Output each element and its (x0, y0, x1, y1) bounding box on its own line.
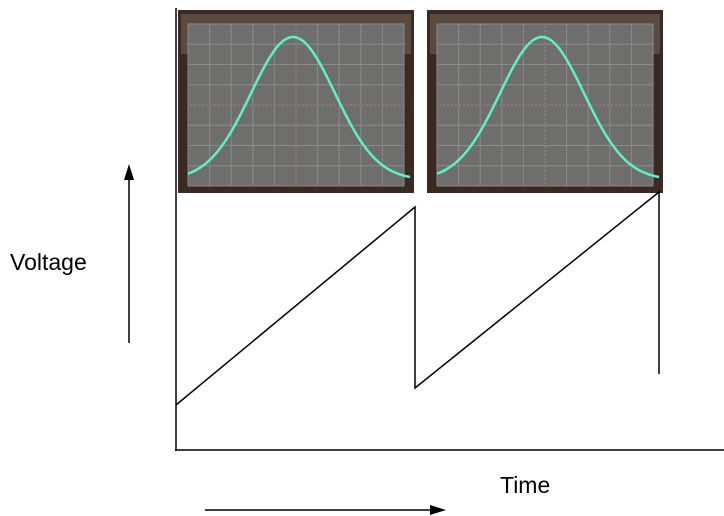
x-axis-label: Time (500, 472, 550, 498)
sawtooth-wave (175, 190, 660, 406)
arrow-head (124, 164, 134, 180)
y-axis-label: Voltage (10, 249, 87, 275)
oscilloscope-image (425, 8, 665, 195)
oscilloscope-image (176, 8, 416, 195)
arrow-head (430, 505, 446, 515)
